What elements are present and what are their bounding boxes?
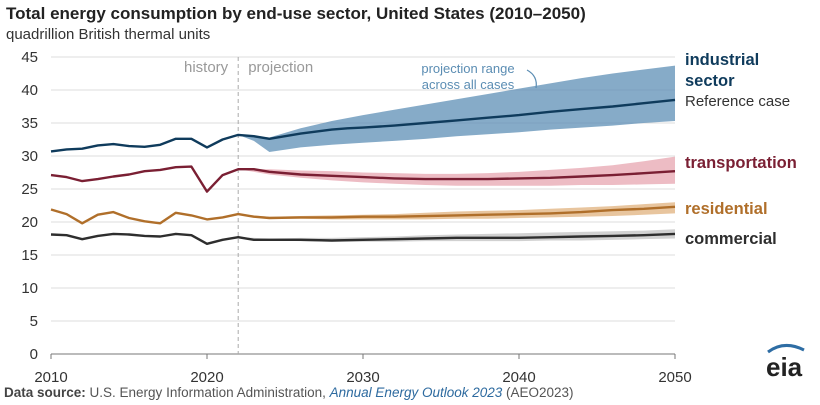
projection-range-band [238, 229, 675, 242]
range-annotation-line2: across all cases [422, 77, 515, 92]
series-label: residential [685, 200, 768, 218]
series-line [50, 205, 676, 225]
y-tick-label: 10 [21, 280, 38, 297]
y-tick-label: 20 [21, 214, 38, 231]
projection-range-band [238, 202, 675, 220]
x-tick-label: 2030 [346, 369, 379, 386]
series-sublabel: Reference case [685, 93, 790, 110]
source-suffix: (AEO2023) [502, 385, 574, 400]
projection-label: projection [248, 59, 313, 76]
y-tick-label: 30 [21, 148, 38, 165]
range-annotation-line1: projection range [421, 61, 514, 76]
source-report-link[interactable]: Annual Energy Outlook 2023 [329, 385, 503, 400]
data-source: Data source: U.S. Energy Information Adm… [4, 385, 574, 400]
x-tick-label: 2010 [34, 369, 67, 386]
y-tick-label: 40 [21, 82, 38, 99]
y-tick-label: 5 [30, 313, 38, 330]
x-tick-label: 2040 [502, 369, 535, 386]
y-tick-label: 0 [30, 346, 38, 363]
y-tick-label: 25 [21, 181, 38, 198]
series-label: sector [685, 72, 735, 90]
history-label: history [184, 59, 229, 76]
series-label: transportation [685, 154, 797, 172]
logo-text: eia [766, 352, 803, 380]
source-label: Data source: [4, 385, 86, 400]
series-line [50, 165, 676, 193]
series-label: industrial [685, 51, 759, 69]
projection-range-band [238, 65, 675, 153]
x-tick-label: 2020 [190, 369, 223, 386]
chart-subtitle: quadrillion British thermal units [6, 26, 211, 43]
logo-arc [767, 344, 805, 354]
source-agency: U.S. Energy Information Administration, [85, 385, 330, 400]
range-annotation-pointer [526, 69, 537, 89]
chart-title: Total energy consumption by end-use sect… [6, 4, 586, 23]
y-tick-label: 35 [21, 115, 38, 132]
series-line [50, 232, 676, 245]
series-line [50, 98, 676, 153]
x-tick-label: 2050 [658, 369, 691, 386]
eia-logo: eia [766, 344, 805, 380]
projection-range-band [238, 156, 675, 186]
y-tick-label: 15 [21, 247, 38, 264]
y-tick-label: 45 [21, 49, 38, 66]
series-label: commercial [685, 230, 777, 248]
